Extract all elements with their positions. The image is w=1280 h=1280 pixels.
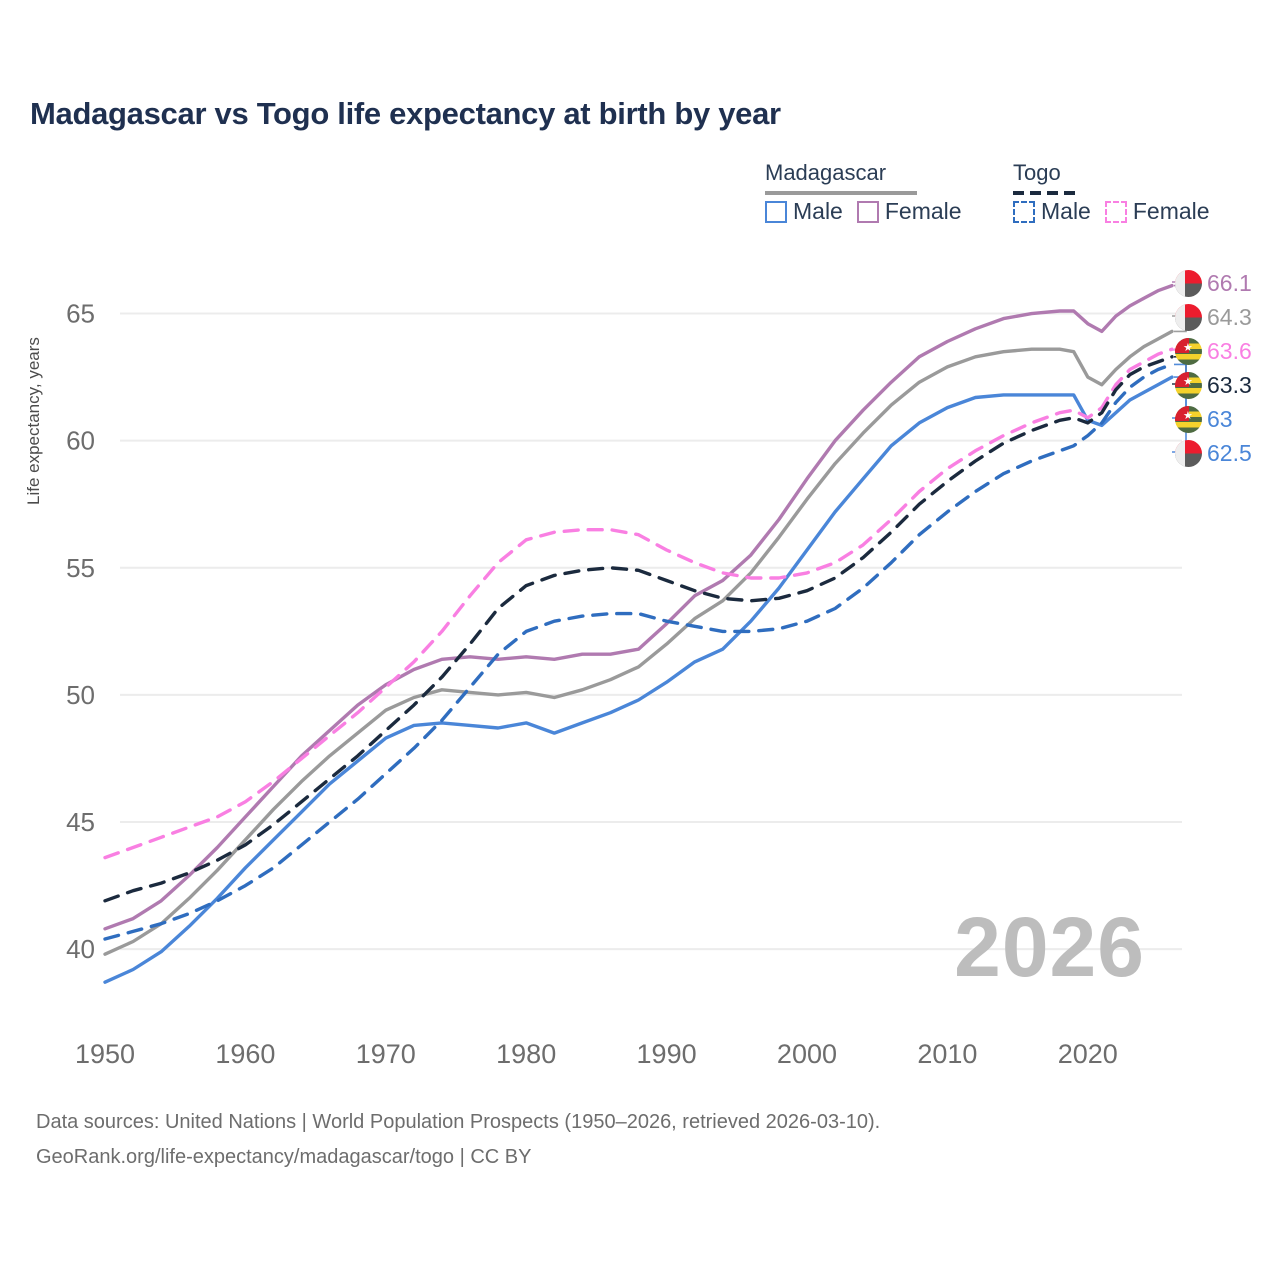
legend-item-togo-female[interactable]: Female <box>1104 198 1210 225</box>
end-label-6: 62.5 <box>1175 438 1252 468</box>
svg-text:1950: 1950 <box>75 1039 135 1069</box>
swatch-icon-togo-female <box>1104 200 1127 223</box>
footer-line-2: GeoRank.org/life-expectancy/madagascar/t… <box>36 1146 532 1168</box>
svg-text:2020: 2020 <box>1058 1039 1118 1069</box>
togo-flag-icon: ★ <box>1175 371 1202 399</box>
series-line <box>103 283 1174 931</box>
swatch-icon-togo-male <box>1013 200 1035 223</box>
legend-label-togo-female: Female <box>1132 198 1210 224</box>
svg-text:2010: 2010 <box>917 1039 977 1069</box>
madagascar-flag-icon <box>1175 269 1202 297</box>
svg-text:45: 45 <box>66 807 95 837</box>
chart-legend: Madagascar Male Female Togo Male <box>755 160 1255 240</box>
svg-text:55: 55 <box>66 553 95 583</box>
x-axis-tick-labels: 1950 1960 1970 1980 1990 2000 2010 2020 <box>75 1039 1118 1069</box>
footer-credits: Data sources: United Nations | World Pop… <box>36 1105 880 1175</box>
svg-text:1960: 1960 <box>215 1039 275 1069</box>
series-line <box>103 347 1174 860</box>
y-axis-title: Life expectancy, years <box>24 337 43 505</box>
y-axis-tick-labels: 40 45 50 55 60 65 <box>66 299 95 965</box>
series-lines <box>103 283 1174 984</box>
legend-label-togo-male: Male <box>1041 198 1091 224</box>
end-label-value: 62.5 <box>1207 439 1252 466</box>
star-icon: ★ <box>1183 341 1193 354</box>
legend-item-madagascar-male[interactable]: Male <box>765 198 843 225</box>
swatch-icon-madagascar-female <box>856 200 879 223</box>
series-line <box>103 362 1174 941</box>
legend-country-madagascar: Madagascar <box>765 160 887 185</box>
svg-text:60: 60 <box>66 426 95 456</box>
togo-flag-icon: ★ <box>1175 405 1202 433</box>
star-icon: ★ <box>1183 375 1193 388</box>
series-line <box>103 329 1174 956</box>
legend-rule-dashed <box>1013 191 1075 195</box>
end-label-2: 64.3 <box>1175 302 1252 332</box>
svg-text:1990: 1990 <box>637 1039 697 1069</box>
madagascar-flag-icon <box>1175 439 1202 467</box>
svg-text:1970: 1970 <box>356 1039 416 1069</box>
legend-label-madagascar-female: Female <box>884 198 962 224</box>
page-title: Madagascar vs Togo life expectancy at bi… <box>30 96 781 131</box>
swatch-icon-madagascar-male <box>765 200 787 223</box>
series-line <box>103 355 1174 903</box>
end-label-value: 63 <box>1207 405 1233 432</box>
legend-country-togo: Togo <box>1013 160 1061 185</box>
legend-group-togo: Togo Male Female <box>1013 160 1210 224</box>
year-watermark: 2026 <box>954 900 1145 994</box>
end-label-3: ★ 63.6 <box>1175 336 1252 366</box>
end-label-5: ★ 63 <box>1175 404 1233 434</box>
end-label-value: 63.6 <box>1207 337 1252 364</box>
legend-item-madagascar-female[interactable]: Female <box>856 198 962 225</box>
legend-label-madagascar-male: Male <box>793 198 843 224</box>
star-icon: ★ <box>1183 409 1193 422</box>
svg-text:40: 40 <box>66 934 95 964</box>
end-label-value: 66.1 <box>1207 269 1252 296</box>
end-label-1: 66.1 <box>1175 268 1252 298</box>
footer-line-1: Data sources: United Nations | World Pop… <box>36 1111 881 1133</box>
madagascar-flag-icon <box>1175 303 1202 331</box>
end-label-value: 63.3 <box>1207 371 1252 398</box>
series-line <box>103 375 1174 984</box>
legend-rule-solid <box>765 191 917 195</box>
legend-item-togo-male[interactable]: Male <box>1013 198 1091 225</box>
end-label-4: ★ 63.3 <box>1175 370 1252 400</box>
legend-group-madagascar: Madagascar Male Female <box>765 160 962 224</box>
gridlines <box>120 312 1182 951</box>
svg-text:2000: 2000 <box>777 1039 837 1069</box>
svg-text:50: 50 <box>66 680 95 710</box>
togo-flag-icon: ★ <box>1175 337 1202 365</box>
end-label-value: 64.3 <box>1207 303 1252 330</box>
svg-text:65: 65 <box>66 299 95 329</box>
svg-text:1980: 1980 <box>496 1039 556 1069</box>
